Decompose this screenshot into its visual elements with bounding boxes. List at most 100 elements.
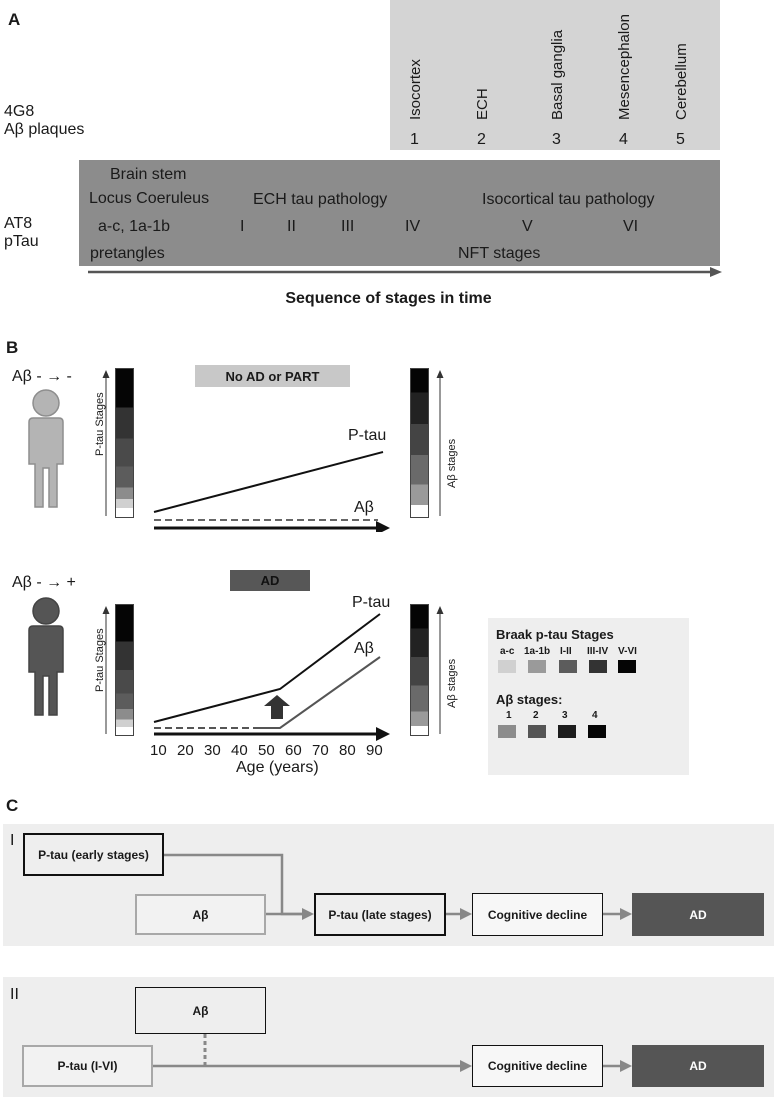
abeta-axis-arrow-bottom [436, 606, 444, 734]
abeta-axis-label-bottom: Aβ stages [446, 658, 458, 708]
legend-abeta-swatch [588, 725, 606, 738]
abeta-axis-label-top: Aβ stages [446, 438, 458, 488]
region-name-ech: ECH [474, 88, 491, 120]
ptau-curve-label-top: P-tau [348, 427, 387, 444]
age-tick: 80 [339, 742, 356, 759]
age-tick: 40 [231, 742, 248, 759]
stage-iv: IV [405, 218, 421, 235]
cognitive-decline-box-two: Cognitive decline [472, 1045, 603, 1087]
legend-abeta-swatch [528, 725, 546, 738]
scheme-two-connectors [153, 1034, 632, 1072]
legend-braak-swatch [618, 660, 636, 673]
age-tick: 30 [204, 742, 221, 759]
ad-progression-plot [153, 613, 390, 741]
age-tick: 70 [312, 742, 329, 759]
plaque-marker-line2: Aβ plaques [4, 121, 85, 138]
ptau-axis-arrow-bottom [102, 606, 110, 734]
plaque-marker-label: 4G8 Aβ plaques [4, 103, 84, 139]
ad-banner-text: AD [260, 573, 280, 588]
ptau-all-stages-box: P-tau (I-VI) [22, 1045, 153, 1087]
region-number-4: 4 [619, 131, 628, 148]
cognitive-decline-text-one: Cognitive decline [487, 907, 588, 922]
brainstem-line1: Brain stem [110, 166, 187, 183]
abeta-box-two-text: Aβ [192, 1003, 209, 1018]
age-tick: 10 [150, 742, 167, 759]
tau-stage-box [79, 160, 720, 266]
legend-braak-title: Braak p-tau Stages [496, 627, 614, 642]
sequence-label: Sequence of stages in time [0, 290, 777, 308]
ad-box-one: AD [632, 893, 764, 936]
abeta-box-one: Aβ [135, 894, 266, 935]
healthy-person-icon [28, 389, 64, 508]
panel-a-letter: A [8, 10, 21, 29]
panel-b-letter: B [6, 338, 19, 357]
brainstem-line2: Locus Coeruleus [89, 190, 210, 207]
abeta-stage-bar-top [410, 368, 429, 518]
ad-banner: AD [230, 570, 310, 591]
plaque-region-box [390, 0, 720, 150]
scheme-one-connectors [164, 853, 632, 920]
nft-stages-label: NFT stages [458, 245, 541, 262]
time-arrow [88, 267, 722, 277]
region-number-5: 5 [676, 131, 685, 148]
legend-abeta-swatch [498, 725, 516, 738]
ptau-early-text: P-tau (early stages) [38, 847, 149, 862]
ptau-axis-arrow-top [102, 370, 110, 516]
legend-abeta-label: 1 [506, 710, 512, 721]
abeta-stage-bar-bottom [410, 604, 429, 736]
stage-i: I [240, 218, 245, 235]
abeta-box-two: Aβ [135, 987, 266, 1034]
brainstem-line3: a-c, 1a-1b [98, 218, 171, 235]
legend-braak-swatch [589, 660, 607, 673]
legend-abeta-swatch [558, 725, 576, 738]
region-number-1: 1 [410, 131, 419, 148]
legend-braak-label: a-c [500, 646, 515, 657]
tau-marker-line1: AT8 [4, 215, 33, 232]
legend-braak-label: V-VI [618, 646, 637, 657]
region-number-2: 2 [477, 131, 486, 148]
stage-vi: VI [623, 218, 639, 235]
ad-box-two: AD [632, 1045, 764, 1087]
region-name-basal-ganglia: Basal ganglia [549, 29, 566, 120]
scheme-one-numeral: I [10, 832, 15, 849]
abeta-axis-arrow-top [436, 370, 444, 516]
abeta-onset-arrow-icon [264, 695, 290, 719]
stage-ii: II [287, 218, 296, 235]
age-tick: 90 [366, 742, 383, 759]
tau-marker-line2: pTau [4, 233, 39, 250]
legend-abeta-label: 4 [592, 710, 598, 721]
bottom-transition-label: Aβ - → + [12, 574, 76, 591]
abeta-curve-label-bottom: Aβ [354, 640, 374, 657]
legend-braak-swatch [528, 660, 546, 673]
legend-abeta-title: Aβ stages: [496, 692, 563, 707]
tau-marker-label: AT8 pTau [4, 215, 39, 251]
legend-braak-label: III-IV [587, 646, 609, 657]
legend-abeta-label: 2 [533, 710, 539, 721]
age-tick-row: 10 20 30 40 50 60 70 80 90 [150, 742, 390, 762]
ad-person-icon [28, 597, 64, 716]
top-transition-label: Aβ - → - [12, 368, 72, 385]
ptau-all-stages-text: P-tau (I-VI) [57, 1059, 118, 1073]
ad-box-two-text: AD [689, 1059, 707, 1073]
abeta-box-one-text: Aβ [192, 907, 209, 922]
ptau-curve-label-bottom: P-tau [352, 594, 391, 611]
no-ad-progression-plot [153, 451, 390, 532]
ad-box-one-text: AD [689, 907, 707, 922]
region-number-3: 3 [552, 131, 561, 148]
age-axis-label: Age (years) [236, 759, 319, 776]
plaque-marker-line1: 4G8 [4, 103, 35, 120]
cognitive-decline-box-one: Cognitive decline [472, 893, 603, 936]
age-tick: 60 [285, 742, 302, 759]
stage-v: V [522, 218, 533, 235]
brainstem-line4: pretangles [90, 245, 165, 262]
legend-braak-label: 1a-1b [524, 646, 551, 657]
ptau-stage-bar-top [115, 368, 134, 518]
cognitive-decline-text-two: Cognitive decline [487, 1059, 588, 1073]
stage-legend: Braak p-tau Stages a-c 1a-1b I-II III-IV… [488, 618, 689, 775]
panel-c-letter: C [6, 796, 19, 815]
ptau-late-text: P-tau (late stages) [328, 907, 432, 922]
abeta-curve-label-top: Aβ [354, 499, 374, 516]
legend-braak-label: I-II [560, 646, 572, 657]
stage-iii: III [341, 218, 355, 235]
sequence-label-text: Sequence of stages in time [285, 290, 492, 307]
